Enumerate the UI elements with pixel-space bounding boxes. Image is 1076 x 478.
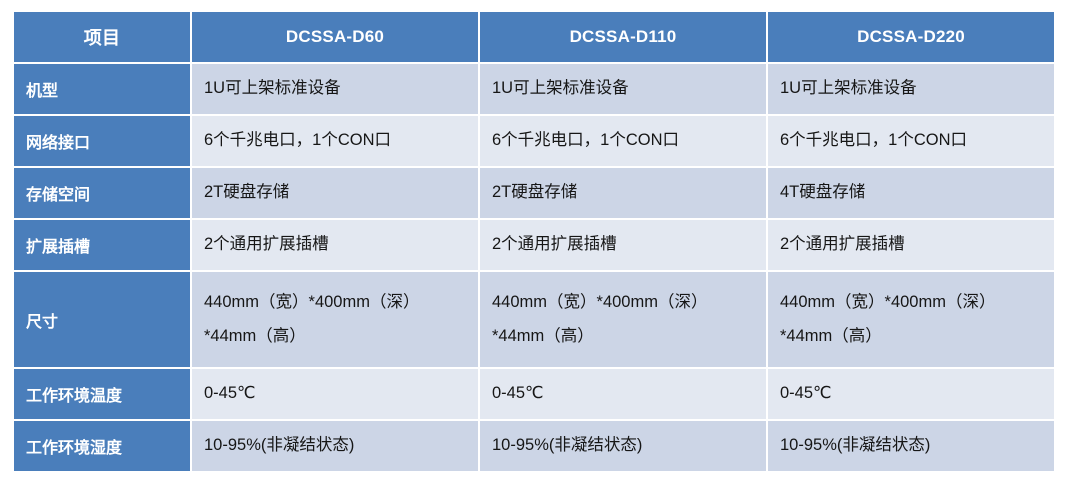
cell-operating-temperature-d60: 0-45℃ xyxy=(192,369,478,419)
table-body: 机型 1U可上架标准设备 1U可上架标准设备 1U可上架标准设备 网络接口 6个… xyxy=(14,64,1054,471)
cell-storage-capacity-d110: 2T硬盘存储 xyxy=(480,168,766,218)
cell-dimensions-d220-line2: *44mm（高） xyxy=(780,326,882,345)
cell-dimensions-d60-line2: *44mm（高） xyxy=(204,326,306,345)
cell-dimensions-d220-line1: 440mm（宽）*400mm（深） xyxy=(780,292,996,311)
column-header-dcssa-d60: DCSSA-D60 xyxy=(192,12,478,62)
row-label-network-interface: 网络接口 xyxy=(14,116,190,166)
table-row: 尺寸 440mm（宽）*400mm（深） *44mm（高） 440mm（宽）*4… xyxy=(14,272,1054,367)
cell-chassis-type-d60: 1U可上架标准设备 xyxy=(192,64,478,114)
cell-operating-temperature-d220: 0-45℃ xyxy=(768,369,1054,419)
column-header-item: 项目 xyxy=(14,12,190,62)
spec-table-container: 项目 DCSSA-D60 DCSSA-D110 DCSSA-D220 机型 1U… xyxy=(12,10,1056,471)
cell-expansion-slots-d110: 2个通用扩展插槽 xyxy=(480,220,766,270)
table-row: 工作环境温度 0-45℃ 0-45℃ 0-45℃ xyxy=(14,369,1054,419)
table-row: 网络接口 6个千兆电口，1个CON口 6个千兆电口，1个CON口 6个千兆电口，… xyxy=(14,116,1054,166)
cell-operating-humidity-d220: 10-95%(非凝结状态) xyxy=(768,421,1054,471)
cell-operating-temperature-d110: 0-45℃ xyxy=(480,369,766,419)
cell-operating-humidity-d110: 10-95%(非凝结状态) xyxy=(480,421,766,471)
cell-expansion-slots-d220: 2个通用扩展插槽 xyxy=(768,220,1054,270)
row-label-operating-temperature: 工作环境温度 xyxy=(14,369,190,419)
row-label-storage-capacity: 存储空间 xyxy=(14,168,190,218)
cell-chassis-type-d110: 1U可上架标准设备 xyxy=(480,64,766,114)
cell-network-interface-d60: 6个千兆电口，1个CON口 xyxy=(192,116,478,166)
header-row: 项目 DCSSA-D60 DCSSA-D110 DCSSA-D220 xyxy=(14,12,1054,62)
row-label-operating-humidity: 工作环境湿度 xyxy=(14,421,190,471)
cell-dimensions-d60-line1: 440mm（宽）*400mm（深） xyxy=(204,292,420,311)
table-row: 存储空间 2T硬盘存储 2T硬盘存储 4T硬盘存储 xyxy=(14,168,1054,218)
cell-network-interface-d110: 6个千兆电口，1个CON口 xyxy=(480,116,766,166)
cell-network-interface-d220: 6个千兆电口，1个CON口 xyxy=(768,116,1054,166)
cell-dimensions-d110-line1: 440mm（宽）*400mm（深） xyxy=(492,292,708,311)
column-header-dcssa-d110: DCSSA-D110 xyxy=(480,12,766,62)
cell-operating-humidity-d60: 10-95%(非凝结状态) xyxy=(192,421,478,471)
cell-chassis-type-d220: 1U可上架标准设备 xyxy=(768,64,1054,114)
table-row: 机型 1U可上架标准设备 1U可上架标准设备 1U可上架标准设备 xyxy=(14,64,1054,114)
row-label-expansion-slots: 扩展插槽 xyxy=(14,220,190,270)
cell-storage-capacity-d220: 4T硬盘存储 xyxy=(768,168,1054,218)
product-spec-table: 项目 DCSSA-D60 DCSSA-D110 DCSSA-D220 机型 1U… xyxy=(12,10,1056,473)
table-row: 工作环境湿度 10-95%(非凝结状态) 10-95%(非凝结状态) 10-95… xyxy=(14,421,1054,471)
row-label-chassis-type: 机型 xyxy=(14,64,190,114)
column-header-dcssa-d220: DCSSA-D220 xyxy=(768,12,1054,62)
cell-dimensions-d110-line2: *44mm（高） xyxy=(492,326,594,345)
table-row: 扩展插槽 2个通用扩展插槽 2个通用扩展插槽 2个通用扩展插槽 xyxy=(14,220,1054,270)
row-label-dimensions: 尺寸 xyxy=(14,272,190,367)
cell-storage-capacity-d60: 2T硬盘存储 xyxy=(192,168,478,218)
cell-expansion-slots-d60: 2个通用扩展插槽 xyxy=(192,220,478,270)
table-header: 项目 DCSSA-D60 DCSSA-D110 DCSSA-D220 xyxy=(14,12,1054,62)
cell-dimensions-d220: 440mm（宽）*400mm（深） *44mm（高） xyxy=(768,272,1054,367)
cell-dimensions-d60: 440mm（宽）*400mm（深） *44mm（高） xyxy=(192,272,478,367)
cell-dimensions-d110: 440mm（宽）*400mm（深） *44mm（高） xyxy=(480,272,766,367)
